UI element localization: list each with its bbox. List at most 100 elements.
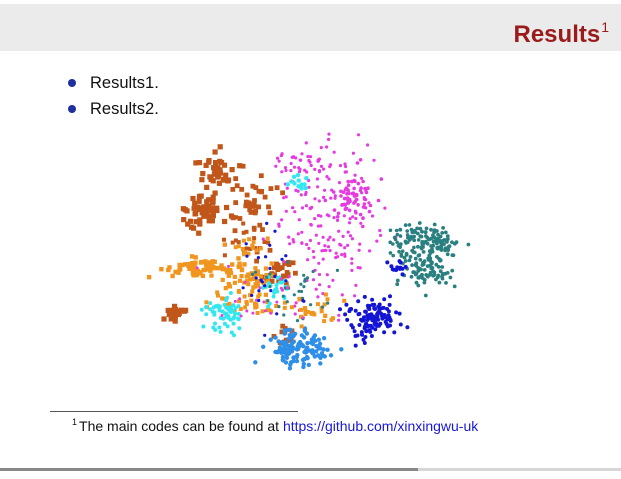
scatter-point-magenta [359, 186, 363, 190]
scatter-point-azure [287, 366, 293, 371]
scatter-point-magenta [290, 155, 294, 159]
scatter-point-orange [187, 266, 192, 271]
scatter-point-orange [180, 262, 185, 268]
scatter-point-teal [416, 253, 421, 258]
scatter-point-blue [377, 308, 382, 313]
scatter-point-orange [323, 292, 328, 297]
scatter-point-brown [252, 227, 257, 232]
scatter-point-azure [321, 347, 326, 352]
scatter-point-brown [210, 200, 216, 206]
scatter-point-teal [305, 276, 310, 280]
scatter-point-teal [429, 266, 434, 271]
scatter-point-magenta [238, 297, 242, 301]
scatter-point-brown [280, 323, 286, 329]
scatter-point-teal [414, 261, 419, 265]
scatter-point-blue [345, 317, 350, 322]
scatter-point-magenta [326, 238, 330, 242]
scatter-point-magenta [344, 170, 348, 174]
scatter-point-brown [196, 193, 203, 199]
scatter-point-magenta [327, 132, 331, 136]
scatter-point-magenta [351, 215, 355, 219]
scatter-point-brown [271, 265, 277, 271]
scatter-point-teal [403, 259, 408, 263]
scatter-point-magenta [341, 234, 345, 238]
scatter-point-brown [200, 171, 206, 177]
scatter-point-cyan [232, 333, 236, 338]
scatter-point-orange [190, 271, 196, 276]
scatter-point-teal [405, 233, 410, 237]
scatter-point-brown [280, 273, 286, 279]
scatter-point-cyan [236, 316, 241, 321]
scatter-point-magenta [263, 309, 267, 313]
scatter-point-teal [335, 268, 339, 272]
scatter-point-blue [359, 330, 364, 335]
scatter-point-blue [241, 286, 245, 290]
scatter-point-azure [300, 357, 306, 363]
scatter-point-magenta [291, 238, 295, 242]
scatter-point-magenta [356, 203, 360, 207]
scatter-point-orange [167, 265, 172, 270]
scatter-point-orange [258, 246, 263, 251]
scatter-point-brown [267, 247, 273, 253]
scatter-point-magenta [274, 164, 278, 168]
scatter-point-azure [268, 337, 273, 342]
scatter-point-brown [203, 210, 210, 216]
scatter-point-orange [216, 293, 220, 298]
scatter-point-magenta [261, 237, 265, 241]
scatter-point-teal [428, 270, 433, 275]
scatter-point-magenta [308, 238, 312, 243]
scatter-point-azure [273, 335, 278, 340]
footnote: 1 The main codes can be found at https://… [72, 417, 478, 434]
scatter-point-brown [222, 253, 227, 258]
scatter-point-teal [420, 229, 424, 234]
scatter-point-orange [208, 266, 213, 271]
scatter-point-azure [287, 345, 292, 350]
scatter-point-magenta [339, 189, 343, 194]
scatter-point-magenta [329, 196, 333, 200]
footnote-mark: 1 [72, 417, 78, 427]
scatter-point-orange [255, 311, 260, 315]
scatter-point-brown [230, 215, 236, 221]
scatter-point-orange [297, 297, 302, 302]
scatter-point-brown [266, 204, 271, 210]
scatter-point-teal [413, 272, 418, 277]
scatter-point-teal [406, 240, 410, 245]
scatter-point-teal [438, 258, 442, 263]
scatter-point-blue [394, 268, 399, 272]
scatter-point-magenta [313, 197, 317, 201]
scatter-point-orange [200, 273, 206, 279]
scatter-point-blue [268, 243, 272, 247]
scatter-point-blue [383, 319, 388, 324]
scatter-point-blue [353, 343, 358, 348]
scatter-point-teal [414, 280, 419, 285]
scatter-point-magenta [352, 186, 356, 191]
scatter-point-orange [201, 267, 206, 273]
scatter-point-orange [232, 274, 237, 279]
scatter-point-magenta [358, 212, 363, 217]
scatter-point-orange [252, 273, 257, 278]
scatter-point-azure [317, 341, 323, 346]
scatter-point-azure [290, 334, 296, 339]
scatter-point-azure [276, 348, 282, 353]
scatter-point-magenta [345, 196, 350, 200]
scatter-point-orange [238, 307, 243, 311]
scatter-point-azure [321, 336, 327, 341]
scatter-point-cyan [296, 178, 301, 183]
scatter-point-brown [262, 194, 268, 200]
scatter-point-teal [432, 235, 437, 240]
scatter-point-magenta [336, 211, 341, 216]
scatter-point-teal [422, 268, 427, 272]
scatter-point-brown [215, 166, 221, 172]
scatter-point-cyan [231, 316, 236, 321]
scatter-point-teal [417, 221, 422, 225]
github-link[interactable]: https://github.com/xinxingwu-uk [282, 418, 479, 434]
scatter-point-orange [159, 267, 164, 272]
scatter-point-orange [299, 314, 303, 319]
scatter-point-blue [405, 325, 410, 330]
scatter-point-teal [398, 234, 403, 238]
scatter-point-teal [321, 305, 325, 309]
scatter-point-orange [257, 292, 262, 297]
scatter-point-blue [338, 307, 342, 312]
scatter-point-teal [397, 249, 401, 254]
